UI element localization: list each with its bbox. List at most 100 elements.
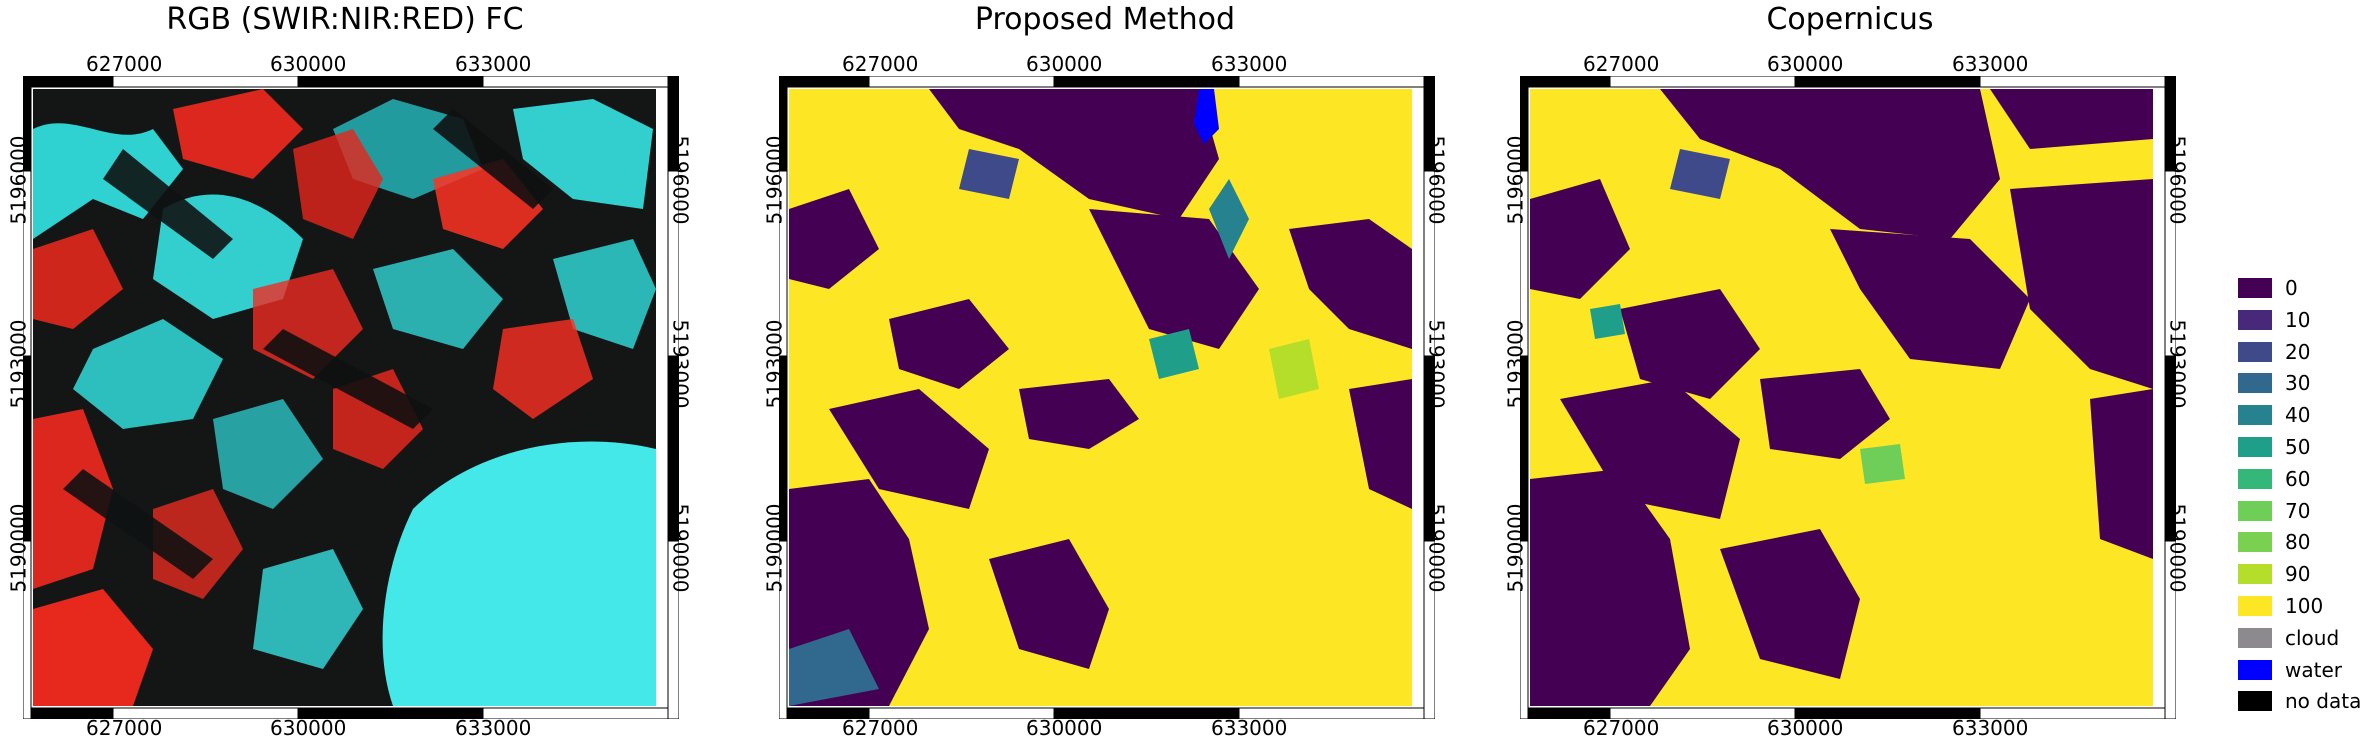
legend-label: 90 [2285,562,2311,587]
legend-item: 100 [2238,594,2360,618]
y-tick-left: 5190000 [762,503,787,593]
legend-item: 0 [2238,276,2360,300]
legend-swatch [2238,437,2272,457]
legend-label: 30 [2285,371,2311,396]
legend-label: no data [2285,689,2360,714]
legend-label: water [2285,657,2342,682]
snow-cover-map-copernicus [1530,89,2153,706]
graticule-segment [1794,76,1981,88]
legend-item: 10 [2238,308,2360,332]
legend-item: 70 [2238,499,2360,523]
y-tick-left: 5193000 [762,319,787,409]
legend-swatch [2238,405,2272,426]
legend-swatch [2238,596,2272,616]
x-tick-bottom: 633000 [1952,716,2029,740]
graticule-segment [779,76,870,88]
x-tick-bottom: 627000 [86,716,163,740]
false-color-image [33,89,656,706]
map-frame-rgb [23,76,679,719]
legend-item: 80 [2238,530,2360,554]
y-tick-right: 5190000 [1424,503,1449,593]
graticule-segment [779,540,788,719]
graticule-segment [1979,76,2176,88]
legend-item: 30 [2238,371,2360,395]
graticule-segment [1053,76,1240,88]
x-tick-bottom: 627000 [1583,716,1660,740]
legend-item: 20 [2238,340,2360,364]
x-tick-top: 633000 [455,52,532,76]
graticule-segment [112,76,299,88]
y-tick-right: 5190000 [668,503,693,593]
graticule-segment [482,707,679,719]
graticule-segment [1520,76,1611,88]
legend-label: 60 [2285,466,2311,491]
graticule-segment [1238,707,1435,719]
legend-item: water [2238,658,2360,682]
y-tick-right: 5196000 [2165,135,2190,225]
y-tick-left: 5190000 [6,503,31,593]
x-tick-top: 627000 [842,52,919,76]
x-tick-bottom: 630000 [1026,716,1103,740]
legend-label: 0 [2285,276,2298,300]
legend-swatch [2238,373,2272,394]
graticule-segment [667,540,679,719]
graticule-segment [1238,76,1435,88]
legend-swatch [2238,564,2272,585]
legend-swatch [2238,278,2272,298]
x-tick-top: 627000 [86,52,163,76]
legend-item: no data [2238,689,2360,713]
legend-swatch [2238,627,2272,648]
legend-label: cloud [2285,625,2340,650]
panel-title: RGB (SWIR:NIR:RED) FC [166,2,524,37]
graticule-segment [1520,540,1529,719]
legend-label: 80 [2285,530,2311,555]
y-tick-left: 5196000 [762,135,787,225]
panel-title: Proposed Method [974,2,1236,37]
map-frame-proposed [779,76,1435,719]
legend-swatch [2238,309,2272,330]
legend-item: cloud [2238,626,2360,650]
legend-item: 40 [2238,403,2360,427]
x-tick-bottom: 633000 [455,716,532,740]
legend-swatch [2238,659,2272,680]
x-tick-bottom: 627000 [842,716,919,740]
legend-label: 20 [2285,339,2311,364]
x-tick-top: 630000 [270,52,347,76]
x-tick-top: 633000 [1211,52,1288,76]
y-tick-right: 5196000 [668,135,693,225]
x-tick-bottom: 633000 [1211,716,1288,740]
map-frame-copernicus [1520,76,2176,719]
legend-item: 60 [2238,467,2360,491]
graticule-segment [297,76,484,88]
graticule-segment [868,76,1055,88]
graticule-segment [1423,540,1435,719]
legend-label: 40 [2285,403,2311,428]
graticule-segment [1609,76,1796,88]
y-tick-left: 5196000 [1503,135,1528,225]
x-tick-top: 633000 [1952,52,2029,76]
y-tick-right: 5193000 [2165,319,2190,409]
y-tick-left: 5193000 [1503,319,1528,409]
graticule-segment [2164,540,2176,719]
legend-item: 90 [2238,562,2360,586]
x-tick-bottom: 630000 [1767,716,1844,740]
graticule-segment [23,76,114,88]
legend-item: 50 [2238,435,2360,459]
graticule-segment [482,76,679,88]
x-tick-top: 630000 [1767,52,1844,76]
legend-swatch [2238,468,2272,489]
y-tick-right: 5193000 [668,319,693,409]
y-tick-right: 5193000 [1424,319,1449,409]
legend-swatch [2238,341,2272,362]
y-tick-left: 5193000 [6,319,31,409]
y-tick-right: 5196000 [1424,135,1449,225]
legend-label: 50 [2285,435,2311,459]
legend-swatch [2238,500,2272,521]
x-tick-bottom: 630000 [270,716,347,740]
legend-label: 100 [2285,594,2324,618]
graticule-segment [1979,707,2176,719]
panel-title: Copernicus [1766,2,1934,37]
graticule-segment [23,540,32,719]
x-tick-top: 627000 [1583,52,1660,76]
y-tick-left: 5190000 [1503,503,1528,593]
